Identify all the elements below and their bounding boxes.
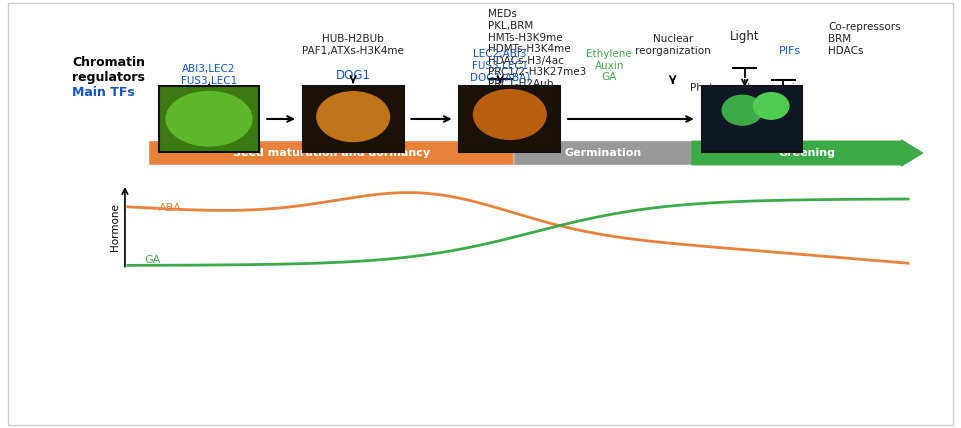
Text: LEC2,ABI3
FUS3,LEC1
DOG1(ABA): LEC2,ABI3 FUS3,LEC1 DOG1(ABA) bbox=[470, 49, 530, 82]
Bar bbox=[459, 86, 560, 152]
Ellipse shape bbox=[474, 89, 546, 140]
Ellipse shape bbox=[317, 92, 389, 142]
Bar bbox=[303, 86, 404, 152]
Ellipse shape bbox=[723, 95, 763, 125]
Text: Nuclear
reorganization: Nuclear reorganization bbox=[635, 34, 710, 56]
Ellipse shape bbox=[753, 92, 789, 119]
Text: Co-repressors
BRM
HDACs: Co-repressors BRM HDACs bbox=[828, 22, 901, 56]
Text: PIFs: PIFs bbox=[778, 46, 801, 56]
Text: Light: Light bbox=[730, 30, 759, 43]
Text: Hormone: Hormone bbox=[111, 203, 120, 251]
Text: Main TFs: Main TFs bbox=[72, 86, 135, 98]
Text: Greening: Greening bbox=[778, 148, 836, 158]
Text: GA: GA bbox=[144, 255, 160, 265]
Text: DOG1: DOG1 bbox=[335, 69, 371, 82]
Bar bbox=[159, 86, 259, 152]
Text: ABA: ABA bbox=[159, 202, 182, 213]
Ellipse shape bbox=[166, 92, 252, 146]
Bar bbox=[149, 141, 514, 165]
Text: HUB-H2BUb
PAF1,ATXs-H3K4me: HUB-H2BUb PAF1,ATXs-H3K4me bbox=[302, 34, 405, 56]
Text: Ethylene
Auxin
GA: Ethylene Auxin GA bbox=[586, 49, 632, 82]
Text: Seed maturation and dormancy: Seed maturation and dormancy bbox=[233, 148, 431, 158]
Text: Germination: Germination bbox=[564, 148, 642, 158]
Text: Chromatin
regulators: Chromatin regulators bbox=[72, 56, 145, 83]
FancyArrow shape bbox=[692, 140, 923, 166]
Text: ABI3,LEC2
FUS3,LEC1: ABI3,LEC2 FUS3,LEC1 bbox=[181, 64, 237, 86]
Bar bbox=[514, 141, 692, 165]
Bar bbox=[702, 86, 802, 152]
Text: Photomorphogenesis: Photomorphogenesis bbox=[690, 83, 801, 93]
Text: MEDs
PKL,BRM
HMTs-H3K9me
HDMTs-H3K4me
HDACs-H3/4ac
PRC1/2-H3K27me3
PRC1-H2Aub: MEDs PKL,BRM HMTs-H3K9me HDMTs-H3K4me HD… bbox=[488, 9, 586, 89]
